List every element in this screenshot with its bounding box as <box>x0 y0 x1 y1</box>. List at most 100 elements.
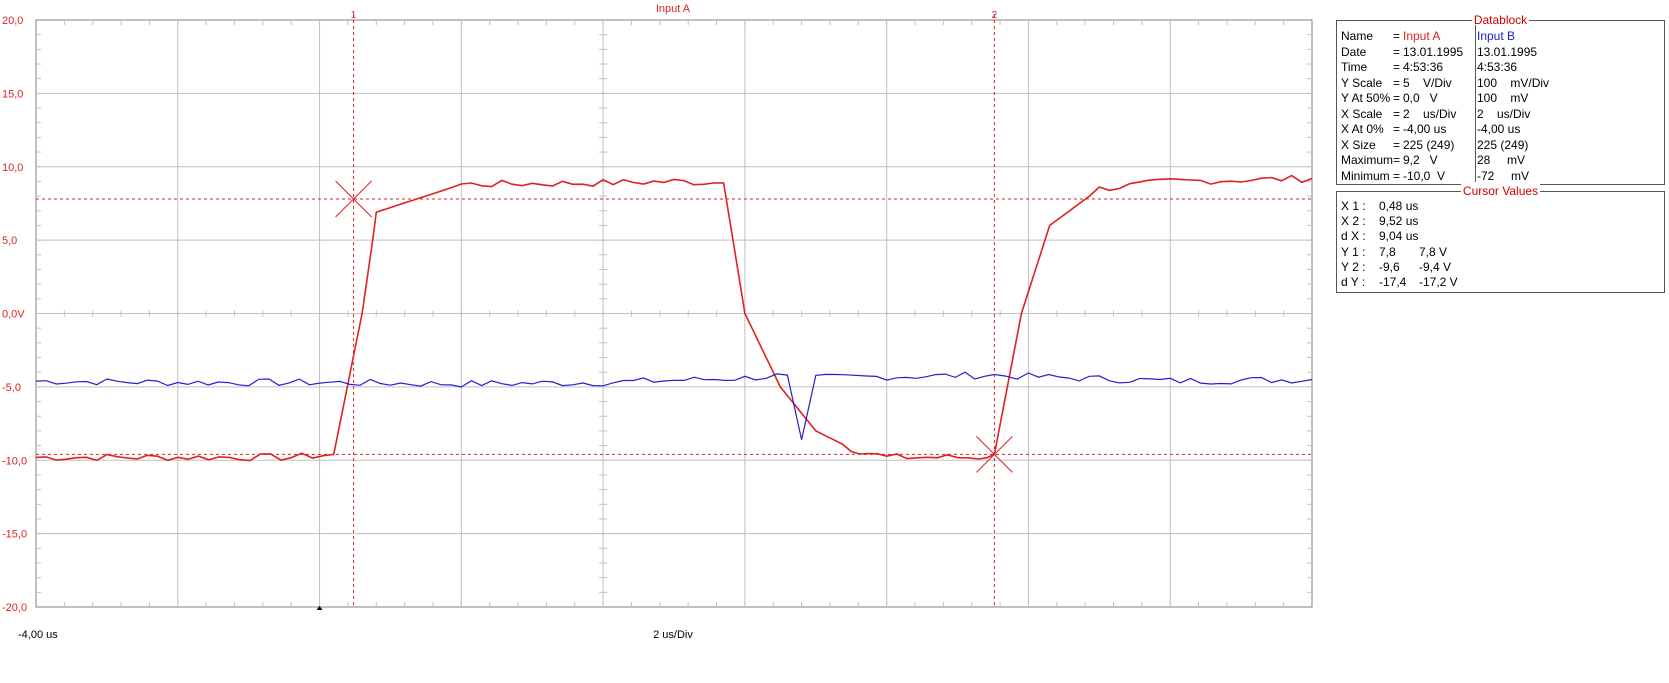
datablock-value-input-b: 225 (249) <box>1477 137 1529 152</box>
chart-labels: -4,00 us 2 us/Div Input A 1 2 <box>18 3 998 641</box>
cursor-2-label: 2 <box>992 10 998 21</box>
datablock-row: Minimum = -10,0 V -72 mV <box>1341 168 1661 184</box>
cross-stroke <box>335 180 372 218</box>
cursor-value-label: X 1 : <box>1341 199 1366 213</box>
datablock-equals: = <box>1393 60 1401 74</box>
datablock-value-input-b: 100 mV/Div <box>1477 75 1550 90</box>
cursor-value-label: d X : <box>1341 229 1366 244</box>
cursor-value-2: 7,8 V <box>1419 244 1448 259</box>
cursor-value-1: 0,48 us <box>1379 199 1419 213</box>
y-axis-ticks: 20,0 15,0 10,0 5,0 0,0V -5,0 -10,0 -15,0 -20,0 <box>2 15 27 614</box>
cursor-value-1: -9,6 <box>1379 259 1400 274</box>
cursor-value-row: d X : 9,04 us <box>1341 228 1661 244</box>
datablock-row: Y At 50% = 0,0 V 100 mV <box>1341 90 1661 106</box>
datablock-value-input-a: Input A <box>1403 29 1441 43</box>
waveform-traces <box>35 174 1313 462</box>
y-tick-label: 5,0 <box>2 235 17 247</box>
y-tick-label: 0,0V <box>2 309 25 321</box>
cursor-value-row: d Y : -17,4 -17,2 V <box>1341 274 1661 290</box>
datablock-row: Date = 13.01.1995 13.01.1995 <box>1341 44 1661 60</box>
cursor-value-2: -17,2 V <box>1419 275 1458 289</box>
trace-input-b <box>35 371 1313 440</box>
datablock-label: X At 0% <box>1341 122 1384 136</box>
cursor-values-panel: Cursor Values X 1 :0,48 us X 2 :9,52 us d … <box>1336 184 1665 293</box>
datablock-value-input-a: 5 V/Div <box>1403 75 1452 90</box>
datablock-value-input-a: 2 us/Div <box>1403 106 1457 121</box>
datablock-row: Maximum = 9,2 V 28 mV <box>1341 152 1661 168</box>
cursor-value-label: Y 1 : <box>1341 244 1366 259</box>
cursor-value-row: X 2 : 9,52 us <box>1341 213 1661 229</box>
datablock-value-input-b: 28 mV <box>1477 153 1526 167</box>
datablock-equals: = <box>1393 137 1401 152</box>
datablock-value-input-a: 4:53:36 <box>1403 60 1444 74</box>
oscilloscope-chart: 20,0 15,0 10,0 5,0 0,0V -5,0 -10,0 -15,0 -20,0 -… <box>2 3 1313 641</box>
datablock-label: Time <box>1341 60 1368 74</box>
y-tick-label: 20,0 <box>2 15 23 27</box>
datablock-row: Time = 4:53:36 4:53:36 <box>1341 59 1661 75</box>
datablock-panel: Datablock Name = Input A Input B Date = 13.01.… <box>1336 13 1665 185</box>
datablock-equals: = <box>1393 106 1401 121</box>
datablock-equals: = <box>1393 168 1401 183</box>
datablock-value-input-a: 225 (249) <box>1403 137 1455 152</box>
datablock-equals: = <box>1393 29 1401 43</box>
datablock-equals: = <box>1393 122 1401 136</box>
trace-input-a <box>35 174 1313 462</box>
datablock-value-input-a: 13.01.1995 <box>1403 44 1464 59</box>
trigger-marker <box>316 606 323 610</box>
datablock-value-input-a: -10,0 V <box>1403 168 1446 183</box>
cursor-value-row: X 1 : 0,48 us <box>1341 198 1661 214</box>
datablock-value-input-b: 100 mV <box>1477 91 1529 105</box>
cursor-value-1: 9,52 us <box>1379 214 1419 229</box>
y-tick-label: 15,0 <box>2 88 23 100</box>
cursor-value-1: -17,4 <box>1379 275 1407 289</box>
x-axis-label: 2 us/Div <box>653 629 693 641</box>
datablock-label: Date <box>1341 44 1367 59</box>
cursor-value-row: Y 1 : 7,8 7,8 V <box>1341 244 1661 260</box>
cursor-lines[interactable] <box>36 14 1312 607</box>
cursor-value-1: 7,8 <box>1379 244 1396 259</box>
datablock-value-input-a: -4,00 us <box>1403 122 1447 136</box>
datablock-row: Name = Input A Input B <box>1341 28 1661 44</box>
datablock-value-input-b: Input B <box>1477 29 1516 43</box>
datablock-value-input-b: 4:53:36 <box>1477 60 1518 74</box>
y-tick-label: -20,0 <box>2 602 27 614</box>
cursor-value-2: -9,4 V <box>1419 259 1452 274</box>
datablock-label: Minimum <box>1341 168 1390 183</box>
y-tick-label: -15,0 <box>2 529 27 541</box>
cursor-1-cross <box>335 180 372 218</box>
datablock-equals: = <box>1393 75 1401 90</box>
datablock-value-input-b: -4,00 us <box>1477 122 1521 136</box>
datablock-label: Y At 50% <box>1341 91 1391 105</box>
chart-grid <box>35 19 1313 608</box>
datablock-label: Name <box>1341 29 1374 43</box>
datablock-column-divider <box>1475 25 1476 182</box>
cursor-value-row: Y 2 : -9,6 -9,4 V <box>1341 259 1661 275</box>
y-tick-label: 10,0 <box>2 162 23 174</box>
chart-title: Input A <box>656 3 691 15</box>
datablock-row: Y Scale = 5 V/Div 100 mV/Div <box>1341 75 1661 91</box>
datablock-value-input-b: -72 mV <box>1477 168 1530 183</box>
x-start-label: -4,00 us <box>18 629 58 641</box>
datablock-value-input-a: 0,0 V <box>1403 91 1438 105</box>
cursor-value-label: Y 2 : <box>1341 259 1366 274</box>
datablock-row: X Scale = 2 us/Div 2 us/Div <box>1341 106 1661 122</box>
cursor-1-label: 1 <box>351 10 357 21</box>
datablock-title: Datablock <box>1471 13 1530 27</box>
datablock-equals: = <box>1393 153 1401 167</box>
datablock-label: Y Scale <box>1341 75 1383 90</box>
y-tick-label: -10,0 <box>2 455 27 467</box>
cursor-values-title: Cursor Values <box>1460 184 1541 198</box>
datablock-equals: = <box>1393 44 1401 59</box>
datablock-value-input-a: 9,2 V <box>1403 153 1438 167</box>
y-tick-label: -5,0 <box>2 382 21 394</box>
datablock-row: X At 0% = -4,00 us -4,00 us <box>1341 121 1661 137</box>
cursor-value-label: d Y : <box>1341 275 1366 289</box>
cursor-value-label: X 2 : <box>1341 214 1366 229</box>
cursor-value-1: 9,04 us <box>1379 229 1419 244</box>
datablock-value-input-b: 13.01.1995 <box>1477 44 1538 59</box>
datablock-row: X Size = 225 (249) 225 (249) <box>1341 137 1661 153</box>
datablock-equals: = <box>1393 91 1401 105</box>
datablock-label: X Scale <box>1341 106 1383 121</box>
datablock-label: X Size <box>1341 137 1376 152</box>
datablock-label: Maximum <box>1341 153 1394 167</box>
